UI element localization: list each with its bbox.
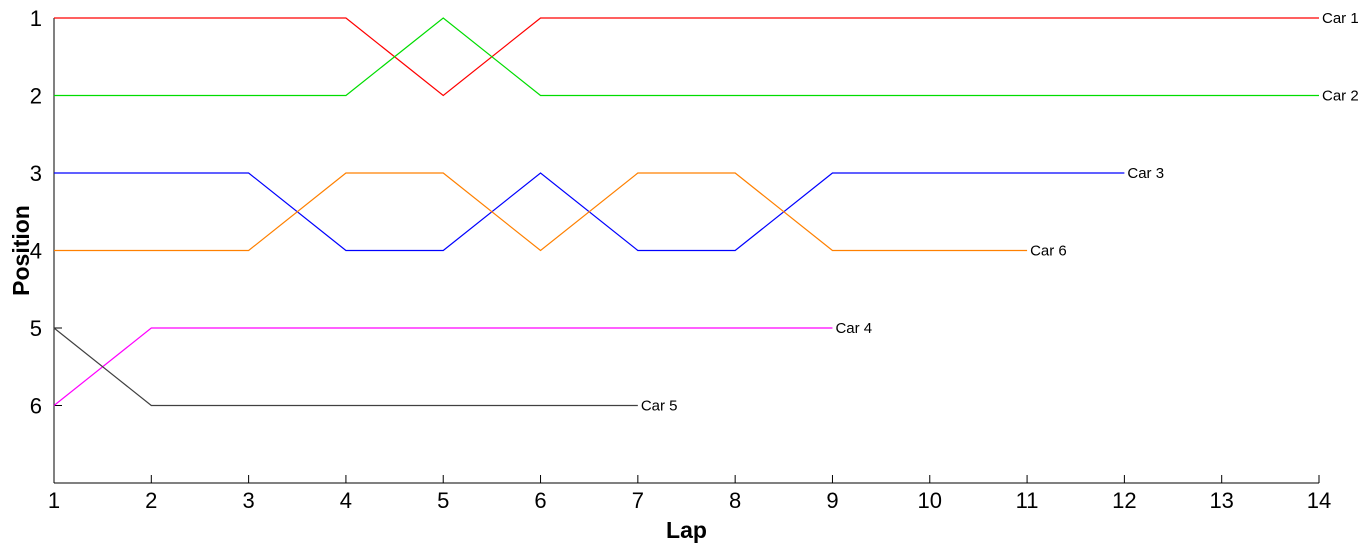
x-tick-label: 8 [729,488,741,513]
series-line-car-6 [54,172,1028,252]
series-labels: Car 1 Car 2 Car 3 Car 6 Car 4 Car 5 [641,10,1359,415]
y-tick-label: 5 [30,316,42,341]
x-tick-label: 2 [145,488,157,513]
x-tick-label: 11 [1016,488,1039,513]
y-tick-label: 4 [30,239,42,264]
y-tick-label: 3 [30,161,42,186]
x-tick-label: 4 [340,488,352,513]
series-label-car-6: Car 6 [1030,243,1067,260]
y-tick-label: 6 [30,394,42,419]
series-label-car-1: Car 1 [1322,10,1359,27]
x-tick-label: 13 [1209,488,1233,513]
x-tick-label: 1 [48,488,60,513]
y-tick-label: 2 [30,84,42,109]
series-line-car-1 [54,17,1319,97]
x-tick-label: 7 [632,488,644,513]
x-tick-label: 12 [1112,488,1136,513]
y-tick-label: 1 [30,6,42,31]
x-tick-label: 14 [1307,488,1331,513]
series-label-car-3: Car 3 [1127,165,1164,182]
series-label-car-5: Car 5 [641,398,678,415]
series-line-car-4 [53,327,833,406]
series-line-car-5 [53,327,638,407]
x-tick-label: 5 [437,488,449,513]
x-tick-label: 3 [242,488,254,513]
x-tick-label: 9 [826,488,838,513]
x-tick-label: 6 [534,488,546,513]
x-axis-title: Lap [666,517,707,543]
y-axis-title: Position [8,205,34,296]
series-label-car-4: Car 4 [835,320,872,337]
series-lines [53,17,1319,407]
x-tick-label: 10 [918,488,942,513]
series-line-car-2 [54,17,1319,97]
series-label-car-2: Car 2 [1322,88,1359,105]
